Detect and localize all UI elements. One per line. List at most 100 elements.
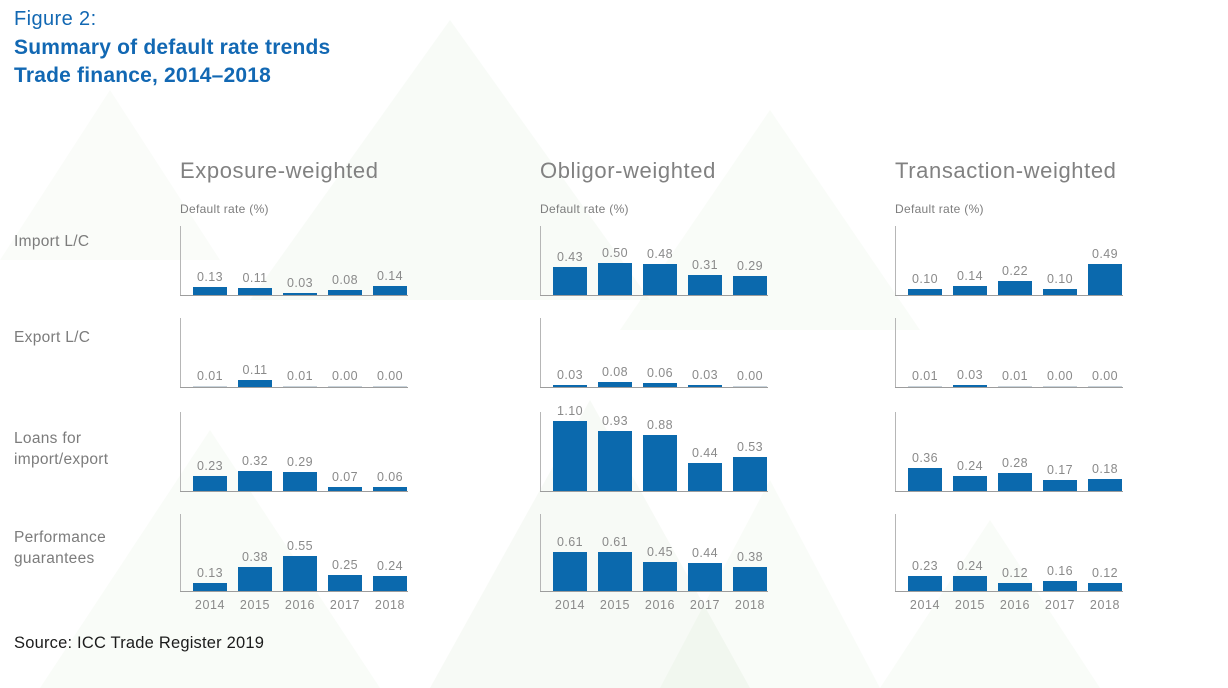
bar [733, 276, 767, 295]
bar [643, 435, 677, 491]
bar-chart: 0.10 0.14 0.22 0.10 0.49 [895, 226, 1123, 296]
bar-slot: 0.10 [1043, 272, 1077, 295]
year-label: 2017 [1044, 598, 1076, 612]
bar-value-label: 0.14 [957, 269, 983, 283]
bar [1043, 480, 1077, 491]
bar-slot: 0.24 [953, 459, 987, 491]
bar [373, 286, 407, 295]
bar-value-label: 0.03 [692, 368, 718, 382]
bar-slot: 0.22 [998, 264, 1032, 295]
bar-value-label: 0.00 [332, 369, 358, 383]
bar [733, 457, 767, 491]
bar [733, 567, 767, 591]
bar [688, 275, 722, 295]
x-axis [895, 491, 1123, 492]
row-label-import-lc: Import L/C [14, 233, 90, 250]
bar-slot: 0.24 [953, 559, 987, 591]
bar-value-label: 0.08 [332, 273, 358, 287]
bar-value-label: 0.38 [737, 550, 763, 564]
bar-slot: 0.14 [373, 269, 407, 295]
bar-slot: 0.18 [1088, 462, 1122, 491]
bar-value-label: 0.08 [602, 365, 628, 379]
bar-slot: 0.43 [553, 250, 587, 295]
bar [238, 288, 272, 295]
bar-value-label: 0.32 [242, 454, 268, 468]
bar-slot: 0.03 [688, 368, 722, 387]
bar-slot: 0.12 [1088, 566, 1122, 591]
bar-slot: 0.48 [643, 247, 677, 295]
bar-slot: 0.00 [1043, 369, 1077, 387]
bar [373, 487, 407, 491]
bar [1088, 386, 1122, 387]
bar [998, 473, 1032, 491]
year-label: 2018 [734, 598, 766, 612]
y-axis [540, 226, 541, 296]
bar-slot: 0.08 [328, 273, 362, 295]
bar [283, 472, 317, 491]
bar-value-label: 0.00 [737, 369, 763, 383]
bar-slot: 0.06 [373, 470, 407, 491]
bar-slot: 0.53 [733, 440, 767, 491]
bar [238, 567, 272, 591]
bar-value-label: 0.29 [737, 259, 763, 273]
x-axis [540, 591, 768, 592]
bar-slot: 0.00 [1088, 369, 1122, 387]
bar-slot: 0.32 [238, 454, 272, 491]
bar-value-label: 0.03 [287, 276, 313, 290]
row-label-loans: Loans for import/export [14, 430, 109, 468]
bar-value-label: 0.24 [377, 559, 403, 573]
bar-value-label: 0.23 [912, 559, 938, 573]
bar [553, 552, 587, 591]
x-axis [180, 591, 408, 592]
bar-value-label: 0.11 [242, 271, 268, 285]
bar-slot: 0.08 [598, 365, 632, 387]
bar-slot: 0.29 [283, 455, 317, 491]
bar-slot: 0.25 [328, 558, 362, 591]
bar-value-label: 0.25 [332, 558, 358, 572]
figure-subtitle: Trade finance, 2014–2018 [14, 64, 271, 87]
bar-value-label: 0.17 [1047, 463, 1073, 477]
year-label: 2015 [954, 598, 986, 612]
y-axis [180, 226, 181, 296]
bar-value-label: 0.14 [377, 269, 403, 283]
bar [553, 421, 587, 491]
bar-slot: 0.93 [598, 414, 632, 491]
bar-value-label: 0.23 [197, 459, 223, 473]
bar [998, 583, 1032, 591]
bar-chart: 0.13 0.11 0.03 0.08 0.14 [180, 226, 408, 296]
bar [953, 476, 987, 491]
bar-chart: 0.01 0.03 0.01 0.00 0.00 [895, 318, 1123, 388]
x-axis [540, 295, 768, 296]
bar-slot: 0.17 [1043, 463, 1077, 491]
bar-value-label: 0.10 [1047, 272, 1073, 286]
bar [953, 576, 987, 591]
x-axis [180, 387, 408, 388]
bar [328, 487, 362, 491]
y-axis [540, 318, 541, 388]
y-axis [180, 412, 181, 492]
bar-value-label: 0.24 [957, 559, 983, 573]
bar-chart: 1.10 0.93 0.88 0.44 0.53 [540, 404, 768, 492]
year-label: 2018 [1089, 598, 1121, 612]
bar [953, 286, 987, 295]
bar [998, 386, 1032, 387]
bar-value-label: 0.24 [957, 459, 983, 473]
bar-value-label: 0.50 [602, 246, 628, 260]
bar-slot: 0.06 [643, 366, 677, 387]
year-label: 2016 [999, 598, 1031, 612]
bar [643, 264, 677, 295]
bar-value-label: 0.01 [197, 369, 223, 383]
bar-slot: 0.01 [908, 369, 942, 387]
bar [998, 281, 1032, 295]
column-header-exposure: Exposure-weighted [180, 158, 379, 183]
bar [598, 263, 632, 295]
bar-slot: 0.28 [998, 456, 1032, 491]
year-label: 2015 [599, 598, 631, 612]
bar [1043, 386, 1077, 387]
bar [1043, 289, 1077, 295]
bar-slot: 0.44 [688, 546, 722, 591]
bar-value-label: 0.13 [197, 566, 223, 580]
y-axis [540, 514, 541, 592]
